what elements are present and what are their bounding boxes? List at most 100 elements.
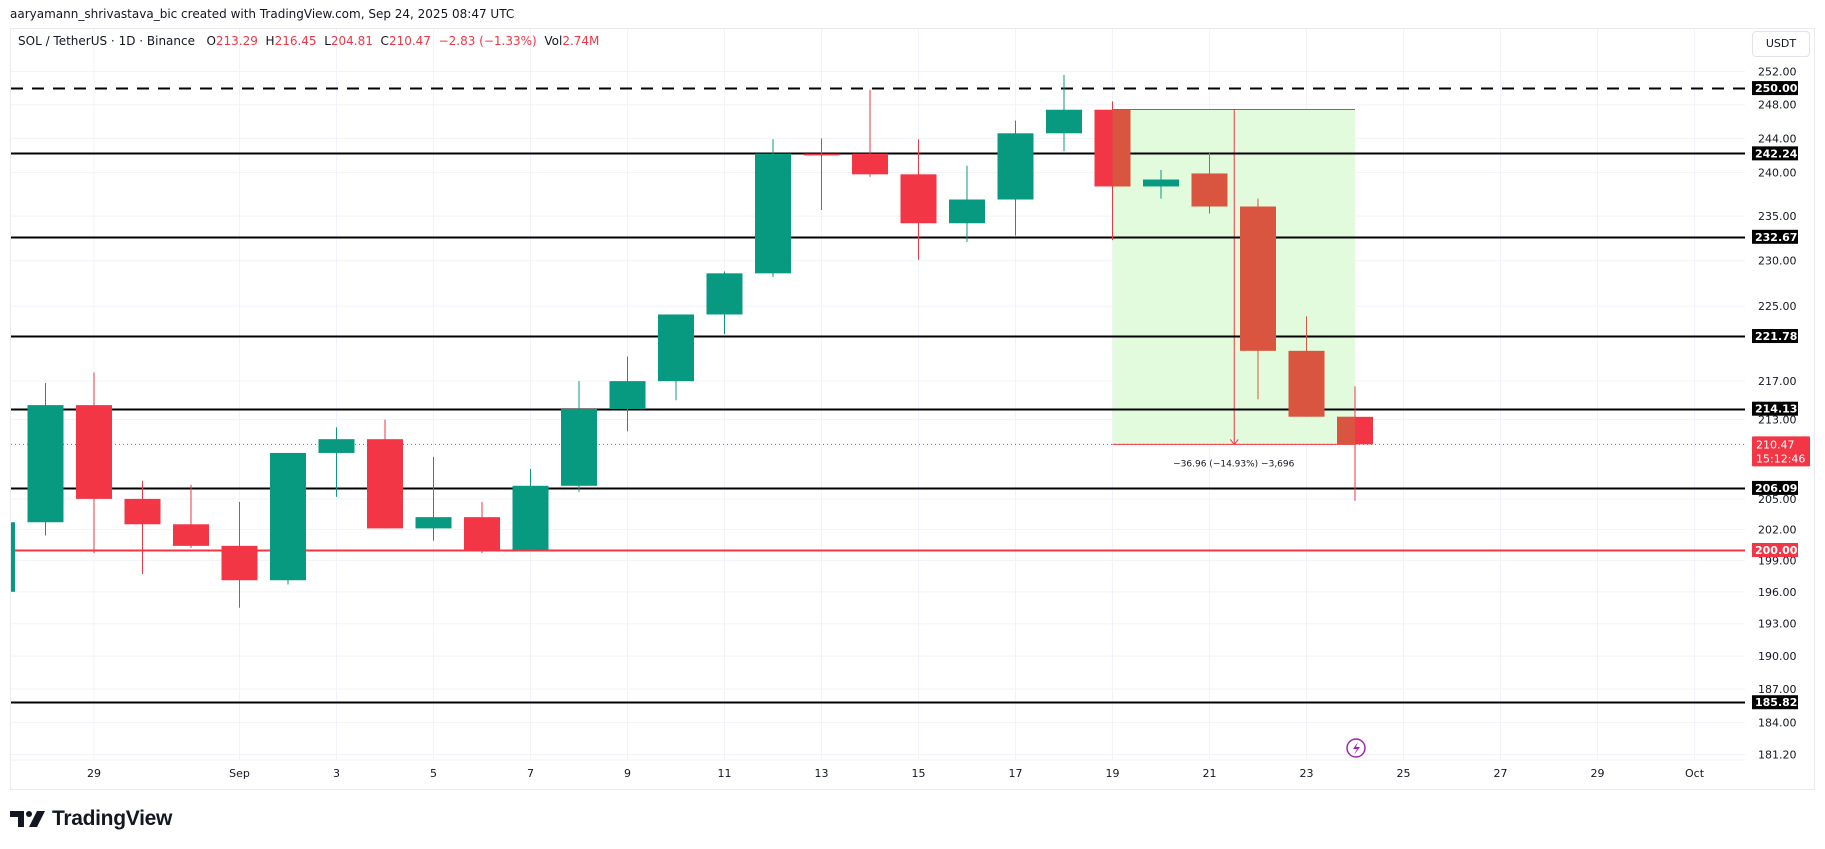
time-tick-label: 17 <box>1009 767 1023 780</box>
time-tick-label: 27 <box>1494 767 1508 780</box>
price-level-tag: 200.00 <box>1752 543 1798 557</box>
candle[interactable] <box>1240 198 1276 400</box>
candle[interactable] <box>464 501 500 554</box>
candle[interactable] <box>512 468 549 550</box>
candle[interactable] <box>270 452 306 585</box>
price-level-tag: 206.09 <box>1752 480 1798 495</box>
price-level-tag: 214.13 <box>1752 401 1798 416</box>
price-tick-label: 225.00 <box>1758 300 1797 313</box>
candle[interactable] <box>415 456 452 541</box>
candle[interactable] <box>561 381 597 492</box>
candle[interactable] <box>221 501 258 608</box>
symbol-name[interactable]: SOL / TetherUS · 1D · Binance <box>18 34 195 48</box>
volume-label: Vol <box>544 34 563 48</box>
candle[interactable] <box>318 427 355 497</box>
price-level-tag: 242.24 <box>1752 146 1798 161</box>
price-tick-label: 181.20 <box>1758 748 1797 761</box>
price-level-tag: 221.78 <box>1752 329 1798 344</box>
svg-text:15:12:46: 15:12:46 <box>1756 452 1805 465</box>
lightning-alert-icon[interactable] <box>1346 738 1366 758</box>
candle[interactable] <box>27 383 64 536</box>
candle[interactable] <box>658 314 694 401</box>
price-tick-label: 205.00 <box>1758 493 1797 506</box>
svg-text:250.00: 250.00 <box>1755 82 1798 95</box>
candle[interactable] <box>0 519 15 602</box>
price-tick-label: 235.00 <box>1758 210 1797 223</box>
price-tick-label: 190.00 <box>1758 650 1797 663</box>
price-tick-label: 213.00 <box>1758 414 1797 427</box>
candle[interactable] <box>1191 151 1228 214</box>
svg-text:206.09: 206.09 <box>1755 482 1797 495</box>
time-tick-label: 29 <box>87 767 101 780</box>
chart-frame <box>10 28 1815 790</box>
price-level-tag: 250.00 <box>1752 81 1798 96</box>
time-tick-label: 25 <box>1397 767 1411 780</box>
candle[interactable] <box>706 271 743 334</box>
price-tick-label: 184.00 <box>1758 717 1797 730</box>
tradingview-logo[interactable]: TradingView <box>10 806 172 832</box>
measurement-label: −36.96 (−14.93%) −3,696 <box>1173 459 1294 469</box>
close-label: C <box>380 34 389 48</box>
candle[interactable] <box>173 484 209 548</box>
time-tick-label: 21 <box>1203 767 1217 780</box>
high-label: H <box>265 34 275 48</box>
price-tick-label: 217.00 <box>1758 375 1797 388</box>
open-label: O <box>206 34 216 48</box>
price-tick-label: 196.00 <box>1758 586 1797 599</box>
time-tick-label: 23 <box>1300 767 1314 780</box>
time-tick-label: 15 <box>912 767 926 780</box>
svg-text:200.00: 200.00 <box>1755 544 1798 557</box>
candle[interactable] <box>1288 316 1325 417</box>
low-label: L <box>324 34 331 48</box>
candle[interactable] <box>1337 386 1373 501</box>
price-tick-label: 248.00 <box>1758 99 1797 112</box>
svg-text:232.67: 232.67 <box>1755 231 1797 244</box>
price-tick-label: 244.00 <box>1758 132 1797 145</box>
price-change: −2.83 (−1.33%) <box>438 34 537 48</box>
price-tick-label: 199.00 <box>1758 554 1797 567</box>
price-tick-label: 193.00 <box>1758 618 1797 631</box>
candle[interactable] <box>76 372 112 554</box>
open-value: 213.29 <box>215 34 258 48</box>
price-level-tag: 232.67 <box>1752 229 1798 244</box>
time-tick-label: 7 <box>527 767 534 780</box>
price-tick-label: 187.00 <box>1758 683 1797 696</box>
low-value: 204.81 <box>330 34 373 48</box>
time-tick-label: 19 <box>1106 767 1120 780</box>
volume-value: 2.74M <box>562 34 600 48</box>
price-level-tag: 185.82 <box>1752 695 1798 710</box>
svg-text:210.47: 210.47 <box>1756 438 1795 451</box>
tradingview-logo-text: TradingView <box>52 807 173 830</box>
candle[interactable] <box>949 165 985 242</box>
candle[interactable] <box>755 139 791 277</box>
candle[interactable] <box>900 139 937 260</box>
candle[interactable] <box>1094 101 1131 241</box>
currency-button[interactable]: USDT <box>1752 31 1810 57</box>
svg-text:214.13: 214.13 <box>1755 403 1797 416</box>
time-tick-label: 5 <box>430 767 437 780</box>
price-tick-label: 240.00 <box>1758 167 1797 180</box>
candle[interactable] <box>609 356 646 432</box>
candle[interactable] <box>803 138 840 211</box>
tradingview-logo-icon <box>10 811 45 827</box>
close-value: 210.47 <box>388 34 431 48</box>
svg-text:185.82: 185.82 <box>1755 696 1797 709</box>
time-tick-label: 9 <box>624 767 631 780</box>
time-tick-label: Sep <box>229 767 250 780</box>
high-value: 216.45 <box>274 34 317 48</box>
price-tick-label: 230.00 <box>1758 255 1797 268</box>
candle[interactable] <box>852 89 888 177</box>
candle[interactable] <box>124 480 161 574</box>
time-tick-label: 11 <box>718 767 732 780</box>
candle[interactable] <box>367 419 403 529</box>
candle[interactable] <box>997 120 1034 236</box>
price-tick-label: 252.00 <box>1758 66 1797 79</box>
time-tick-label: 29 <box>1591 767 1605 780</box>
candle[interactable] <box>1143 170 1179 199</box>
candle[interactable] <box>1046 74 1082 152</box>
time-tick-label: 3 <box>333 767 340 780</box>
svg-text:221.78: 221.78 <box>1755 330 1797 343</box>
price-tick-label: 202.00 <box>1758 523 1797 536</box>
